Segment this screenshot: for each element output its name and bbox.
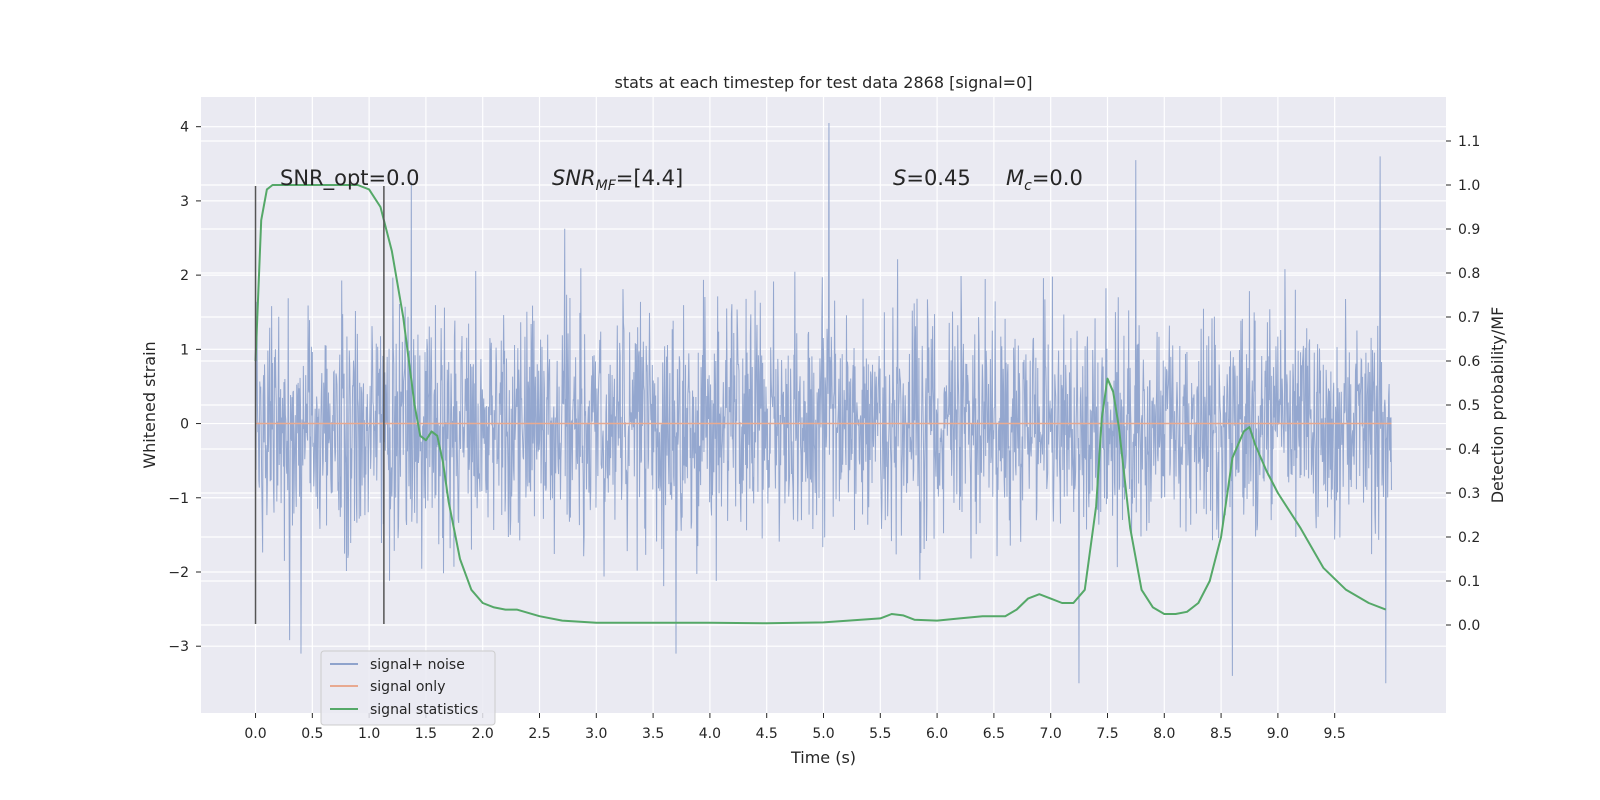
x-tick-label: 1.5 bbox=[415, 726, 437, 742]
legend-label-signal-only: signal only bbox=[370, 679, 445, 695]
x-tick-label: 9.5 bbox=[1324, 726, 1346, 742]
x-tick-label: 5.5 bbox=[869, 726, 891, 742]
snr-mf-subscript: MF bbox=[596, 178, 617, 194]
x-tick-label: 7.5 bbox=[1096, 726, 1118, 742]
legend: signal+ noise signal only signal statist… bbox=[320, 650, 496, 726]
annotation-s: S=0.45 bbox=[893, 166, 971, 190]
mc-value: =0.0 bbox=[1032, 166, 1083, 190]
x-tick-label: 0.0 bbox=[244, 726, 266, 742]
signal-noise-line bbox=[255, 122, 1392, 684]
y-tick-label-right: 0.0 bbox=[1458, 618, 1480, 634]
y-tick-label-left: 4 bbox=[180, 120, 189, 136]
y-tick-label-left: 0 bbox=[180, 417, 189, 433]
x-tick-label: 1.0 bbox=[358, 726, 380, 742]
legend-label-signal-noise: signal+ noise bbox=[370, 657, 465, 673]
legend-label-signal-statistics: signal statistics bbox=[370, 702, 478, 718]
x-tick-label: 6.0 bbox=[926, 726, 948, 742]
x-tick-label: 4.5 bbox=[756, 726, 778, 742]
x-axis-label: Time (s) bbox=[790, 748, 856, 767]
y-tick-label-left: 2 bbox=[180, 268, 189, 284]
line-series-layer bbox=[254, 184, 1392, 625]
annotation-snr-mf: SNRMF=[4.4] bbox=[552, 166, 683, 194]
vertical-markers bbox=[254, 186, 385, 624]
x-tick-label: 5.0 bbox=[812, 726, 834, 742]
mc-subscript: c bbox=[1024, 178, 1032, 194]
y-tick-label-left: −1 bbox=[168, 491, 189, 507]
y-tick-label-left: 1 bbox=[180, 342, 189, 358]
y-tick-label-right: 0.2 bbox=[1458, 530, 1480, 546]
y-axis-label-right: Detection probability/MF bbox=[1488, 307, 1507, 504]
x-tick-label: 2.5 bbox=[528, 726, 550, 742]
legend-box bbox=[320, 650, 496, 726]
signal-noise-series bbox=[255, 122, 1392, 684]
y-tick-label-right: 1.0 bbox=[1458, 178, 1480, 194]
x-tick-label: 2.0 bbox=[472, 726, 494, 742]
x-tick-label: 8.0 bbox=[1153, 726, 1175, 742]
y-tick-label-left: 3 bbox=[180, 194, 189, 210]
annotation-snr-opt: SNR_opt=0.0 bbox=[280, 166, 420, 191]
x-tick-label: 0.5 bbox=[301, 726, 323, 742]
y-tick-label-left: −2 bbox=[168, 565, 189, 581]
s-prefix: S bbox=[893, 166, 906, 190]
x-tick-label: 6.5 bbox=[983, 726, 1005, 742]
y-tick-label-right: 0.7 bbox=[1458, 310, 1480, 326]
x-tick-label: 8.5 bbox=[1210, 726, 1232, 742]
tick-labels: 0.0 0.5 1.0 1.5 2.0 2.5 3.0 3.5 4.0 4.5 5.0 5.5 6.0 6… bbox=[168, 120, 1480, 742]
snr-mf-value: =[4.4] bbox=[616, 166, 683, 190]
y-tick-label-right: 0.5 bbox=[1458, 398, 1480, 414]
y-tick-label-right: 0.4 bbox=[1458, 442, 1480, 458]
annotation-mc: Mc=0.0 bbox=[1006, 166, 1083, 194]
s-value: =0.45 bbox=[906, 166, 970, 190]
x-tick-label: 3.0 bbox=[585, 726, 607, 742]
y-tick-label-left: −3 bbox=[168, 639, 189, 655]
y-tick-label-right: 1.1 bbox=[1458, 134, 1480, 150]
signal-statistics-line bbox=[254, 184, 1387, 625]
y-tick-label-right: 0.3 bbox=[1458, 486, 1480, 502]
y-tick-label-right: 0.9 bbox=[1458, 222, 1480, 238]
x-tick-label: 7.0 bbox=[1040, 726, 1062, 742]
y-tick-label-right: 0.1 bbox=[1458, 574, 1480, 590]
snr-mf-prefix: SNR bbox=[552, 166, 596, 190]
mc-prefix: M bbox=[1006, 166, 1024, 190]
y-tick-label-right: 0.6 bbox=[1458, 354, 1480, 370]
x-tick-label: 4.0 bbox=[699, 726, 721, 742]
x-tick-label: 3.5 bbox=[642, 726, 664, 742]
y-axis-label-left: Whitened strain bbox=[140, 341, 159, 468]
x-tick-label: 9.0 bbox=[1267, 726, 1289, 742]
y-tick-label-right: 0.8 bbox=[1458, 266, 1480, 282]
chart-title: stats at each timestep for test data 286… bbox=[614, 73, 1032, 92]
